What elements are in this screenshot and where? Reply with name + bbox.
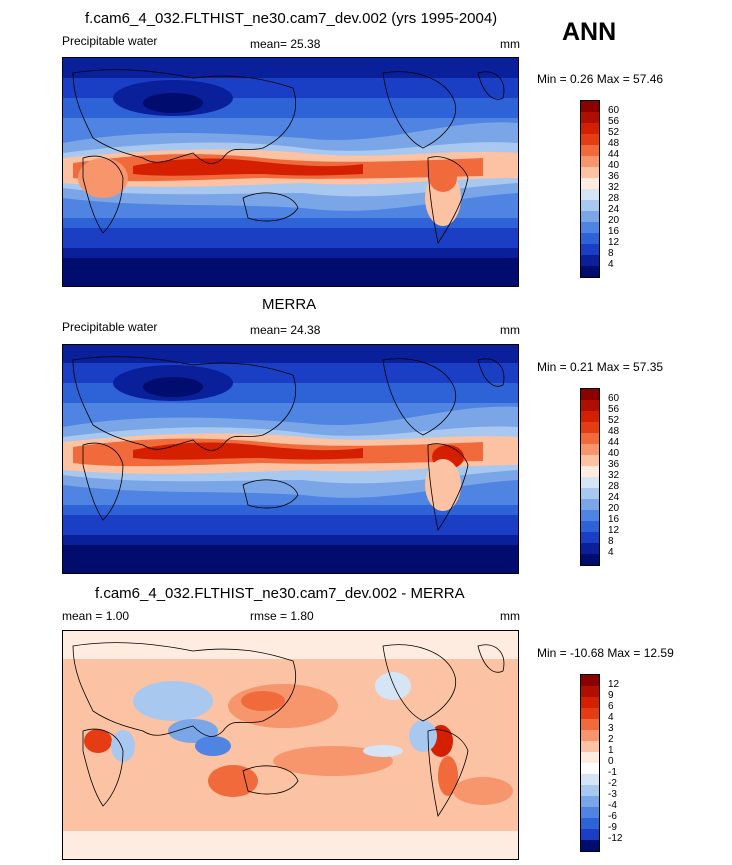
panel1-colorbar-tick: 44	[608, 149, 620, 160]
panel1-colorbar	[580, 100, 600, 278]
panel3-minmax: Min = -10.68 Max = 12.59	[537, 646, 674, 660]
panel3-colorbar	[580, 674, 600, 852]
panel3-colorbar-tick: -12	[608, 833, 623, 844]
panel3-colorbar-tick: 0	[608, 756, 614, 767]
season-label: ANN	[562, 18, 617, 46]
panel3-colorbar-tick: -1	[608, 767, 617, 778]
panel3-colorbar-tick: 3	[608, 723, 614, 734]
panel2-variable-label: Precipitable water	[62, 320, 158, 334]
panel3-colorbar-tick: -9	[608, 822, 617, 833]
panel3-units: mm	[500, 609, 520, 623]
panel1-colorbar-tick: 24	[608, 204, 620, 215]
panel2-colorbar-tick: 48	[608, 426, 620, 437]
panel2-colorbar-tick: 56	[608, 404, 620, 415]
panel1-colorbar-tick: 16	[608, 226, 620, 237]
panel3-colorbar-tick: -2	[608, 778, 617, 789]
panel2-colorbar	[580, 388, 600, 566]
panel1-variable-label: Precipitable water	[62, 34, 158, 48]
panel1-colorbar-tick: 12	[608, 237, 620, 248]
panel2-colorbar-tick: 32	[608, 470, 620, 481]
panel1-title: f.cam6_4_032.FLTHIST_ne30.cam7_dev.002 (…	[85, 10, 498, 27]
panel1-colorbar-tick: 28	[608, 193, 620, 204]
panel1-colorbar-tick: 52	[608, 127, 620, 138]
panel2-map	[62, 344, 519, 574]
panel1-colorbar-tick: 40	[608, 160, 620, 171]
panel2-colorbar-tick: 4	[608, 547, 614, 558]
panel2-colorbar-tick: 44	[608, 437, 620, 448]
panel1-colorbar-tick: 48	[608, 138, 620, 149]
panel2-colorbar-tick: 12	[608, 525, 620, 536]
panel2-minmax: Min = 0.21 Max = 57.35	[537, 360, 664, 374]
panel3-colorbar-tick: -3	[608, 789, 617, 800]
panel3-title: f.cam6_4_032.FLTHIST_ne30.cam7_dev.002 -…	[95, 585, 465, 602]
panel3-colorbar-tick: 4	[608, 712, 614, 723]
panel2-colorbar-tick: 16	[608, 514, 620, 525]
panel3-colorbar-tick: -4	[608, 800, 617, 811]
panel1-minmax: Min = 0.26 Max = 57.46	[537, 72, 664, 86]
panel3-colorbar-tick: 1	[608, 745, 614, 756]
panel1-mean-label: mean= 25.38	[250, 37, 321, 51]
panel2-colorbar-tick: 28	[608, 481, 620, 492]
panel3-colorbar-tick: 9	[608, 690, 614, 701]
panel2-colorbar-tick: 40	[608, 448, 620, 459]
panel1-colorbar-tick: 20	[608, 215, 620, 226]
panel2-colorbar-tick: 60	[608, 393, 620, 404]
panel1-map-graphic	[63, 58, 518, 286]
panel2-map-graphic	[63, 345, 518, 573]
panel3-colorbar-tick: -6	[608, 811, 617, 822]
panel1-colorbar-tick: 36	[608, 171, 620, 182]
panel1-colorbar-tick: 56	[608, 116, 620, 127]
panel2-units: mm	[500, 323, 520, 337]
panel1-colorbar-tick: 60	[608, 105, 620, 116]
panel3-colorbar-tick: 2	[608, 734, 614, 745]
panel2-colorbar-tick: 36	[608, 459, 620, 470]
panel3-map-graphic	[63, 631, 518, 859]
panel2-mean-label: mean= 24.38	[250, 323, 321, 337]
panel3-colorbar-tick: 6	[608, 701, 614, 712]
panel2-colorbar-tick: 24	[608, 492, 620, 503]
panel1-map	[62, 57, 519, 287]
panel2-title: MERRA	[262, 296, 317, 313]
panel2-colorbar-tick: 52	[608, 415, 620, 426]
panel3-map	[62, 630, 519, 860]
panel2-colorbar-tick: 20	[608, 503, 620, 514]
panel2-colorbar-tick: 8	[608, 536, 614, 547]
panel1-colorbar-tick: 4	[608, 259, 614, 270]
panel1-colorbar-tick: 32	[608, 182, 620, 193]
panel1-colorbar-tick: 8	[608, 248, 614, 259]
panel3-mean-label: mean = 1.00	[62, 609, 130, 623]
panel1-units: mm	[500, 37, 520, 51]
panel3-colorbar-tick: 12	[608, 679, 620, 690]
panel3-rmse-label: rmse = 1.80	[250, 609, 314, 623]
